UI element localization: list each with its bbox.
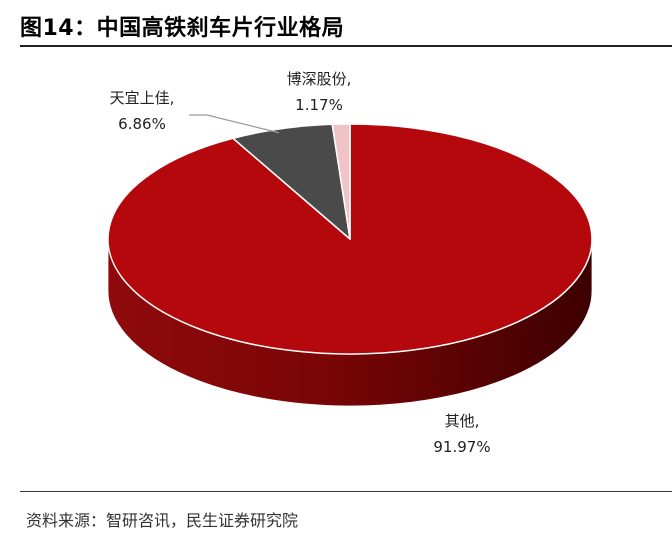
leader-line-tianyi xyxy=(189,114,280,134)
slice-tianyi xyxy=(232,123,351,240)
data-label-name-bosheng: 博深股份, xyxy=(287,70,352,88)
leader-lines xyxy=(189,114,280,134)
slice-labels: 其他, 91.97% 天宜上佳, 6.86% 博深股份, 1.17% xyxy=(110,70,491,456)
data-label-name-other: 其他, xyxy=(445,412,480,430)
data-label-value-tianyi: 6.86% xyxy=(118,115,166,133)
data-label-value-other: 91.97% xyxy=(433,438,490,456)
figure-title: 图14：中国高铁刹车片行业格局 xyxy=(20,16,345,41)
slice-bosheng xyxy=(331,123,351,240)
title-rule xyxy=(20,45,672,47)
data-label-name-tianyi: 天宜上佳, xyxy=(110,89,175,107)
source-rule xyxy=(20,491,672,492)
data-label-value-bosheng: 1.17% xyxy=(295,96,343,114)
pie-top-layer xyxy=(107,123,593,355)
source-note: 资料来源：智研咨讯，民生证券研究院 xyxy=(26,511,299,530)
